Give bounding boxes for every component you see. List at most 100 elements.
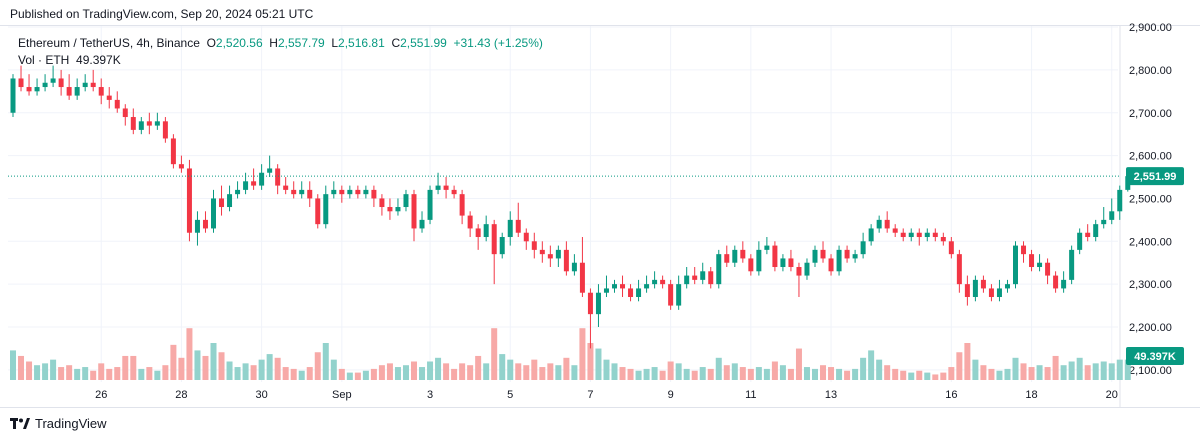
candle[interactable] — [868, 224, 874, 246]
candle[interactable] — [1045, 258, 1051, 285]
candle[interactable] — [363, 185, 369, 199]
candle[interactable] — [267, 155, 273, 178]
candle[interactable] — [10, 74, 16, 118]
candle[interactable] — [1117, 185, 1123, 220]
candle[interactable] — [652, 271, 658, 289]
candle[interactable] — [836, 245, 842, 276]
candle[interactable] — [507, 211, 513, 246]
candle[interactable] — [1101, 207, 1107, 229]
candle[interactable] — [708, 267, 714, 289]
candle[interactable] — [1013, 241, 1018, 289]
candle[interactable] — [347, 185, 353, 199]
candle[interactable] — [162, 117, 168, 143]
candle[interactable] — [235, 181, 241, 199]
candle[interactable] — [467, 211, 473, 238]
candle[interactable] — [812, 245, 818, 268]
candle[interactable] — [563, 241, 569, 276]
candle[interactable] — [283, 177, 289, 195]
candle[interactable] — [98, 78, 104, 105]
candle[interactable] — [499, 232, 505, 259]
candle[interactable] — [620, 275, 626, 298]
candle[interactable] — [1077, 228, 1083, 255]
candle[interactable] — [339, 185, 345, 203]
candle[interactable] — [571, 254, 577, 276]
candle[interactable] — [1053, 271, 1059, 293]
candle[interactable] — [988, 284, 994, 302]
candle[interactable] — [996, 279, 1002, 302]
candle[interactable] — [90, 69, 96, 92]
candle[interactable] — [628, 284, 634, 302]
candle[interactable] — [475, 224, 481, 250]
candle[interactable] — [42, 74, 48, 92]
candle[interactable] — [547, 245, 553, 268]
candle[interactable] — [732, 245, 738, 268]
candle[interactable] — [26, 74, 32, 96]
candle[interactable] — [892, 224, 898, 238]
candle[interactable] — [403, 189, 409, 212]
candle[interactable] — [459, 189, 465, 225]
candle[interactable] — [307, 181, 313, 208]
candle[interactable] — [764, 237, 770, 255]
candle[interactable] — [355, 185, 361, 199]
candle[interactable] — [539, 241, 545, 263]
candle[interactable] — [1109, 198, 1115, 225]
candle[interactable] — [154, 112, 160, 130]
candle[interactable] — [660, 275, 666, 289]
candle[interactable] — [932, 228, 938, 242]
candle[interactable] — [427, 185, 433, 225]
candle[interactable] — [211, 189, 216, 233]
candle[interactable] — [860, 232, 866, 259]
candle[interactable] — [900, 228, 906, 242]
candle[interactable] — [748, 254, 754, 276]
candle[interactable] — [844, 245, 850, 263]
candle[interactable] — [1037, 254, 1043, 272]
candle[interactable] — [371, 185, 377, 208]
candle[interactable] — [531, 232, 537, 259]
candle[interactable] — [194, 211, 200, 246]
candle[interactable] — [483, 215, 489, 242]
candle[interactable] — [1085, 224, 1091, 242]
candle[interactable] — [146, 112, 152, 135]
candle[interactable] — [579, 237, 585, 298]
candle[interactable] — [299, 181, 305, 199]
candle[interactable] — [186, 159, 192, 242]
candle[interactable] — [74, 78, 80, 100]
candle[interactable] — [323, 185, 329, 229]
candle[interactable] — [876, 215, 882, 233]
candle[interactable] — [852, 249, 858, 263]
candle[interactable] — [138, 117, 144, 135]
candle[interactable] — [387, 198, 393, 220]
candle[interactable] — [331, 181, 337, 199]
candle[interactable] — [291, 181, 297, 199]
candle[interactable] — [940, 232, 946, 246]
candle[interactable] — [1029, 249, 1035, 272]
candle[interactable] — [956, 249, 962, 293]
candle[interactable] — [395, 198, 401, 216]
candle[interactable] — [587, 288, 593, 349]
candle[interactable] — [692, 267, 698, 285]
candle[interactable] — [34, 78, 40, 96]
candle[interactable] — [916, 228, 922, 246]
candle[interactable] — [411, 189, 417, 242]
candle[interactable] — [58, 69, 64, 96]
candle[interactable] — [491, 219, 497, 285]
candle[interactable] — [275, 164, 281, 195]
candle[interactable] — [251, 168, 257, 190]
candle[interactable] — [443, 177, 449, 199]
candle[interactable] — [924, 228, 930, 242]
candle[interactable] — [66, 74, 72, 100]
candle[interactable] — [716, 249, 722, 289]
candle[interactable] — [451, 185, 457, 199]
candle[interactable] — [1061, 271, 1067, 293]
candle[interactable] — [202, 211, 208, 233]
candle[interactable] — [612, 279, 617, 293]
candle[interactable] — [227, 185, 233, 212]
candle[interactable] — [82, 74, 88, 92]
candle[interactable] — [219, 185, 225, 216]
candle[interactable] — [972, 275, 978, 302]
candle[interactable] — [884, 211, 890, 233]
candle[interactable] — [106, 87, 112, 109]
candle[interactable] — [595, 284, 601, 327]
candle[interactable] — [908, 228, 914, 242]
candle[interactable] — [684, 267, 690, 289]
